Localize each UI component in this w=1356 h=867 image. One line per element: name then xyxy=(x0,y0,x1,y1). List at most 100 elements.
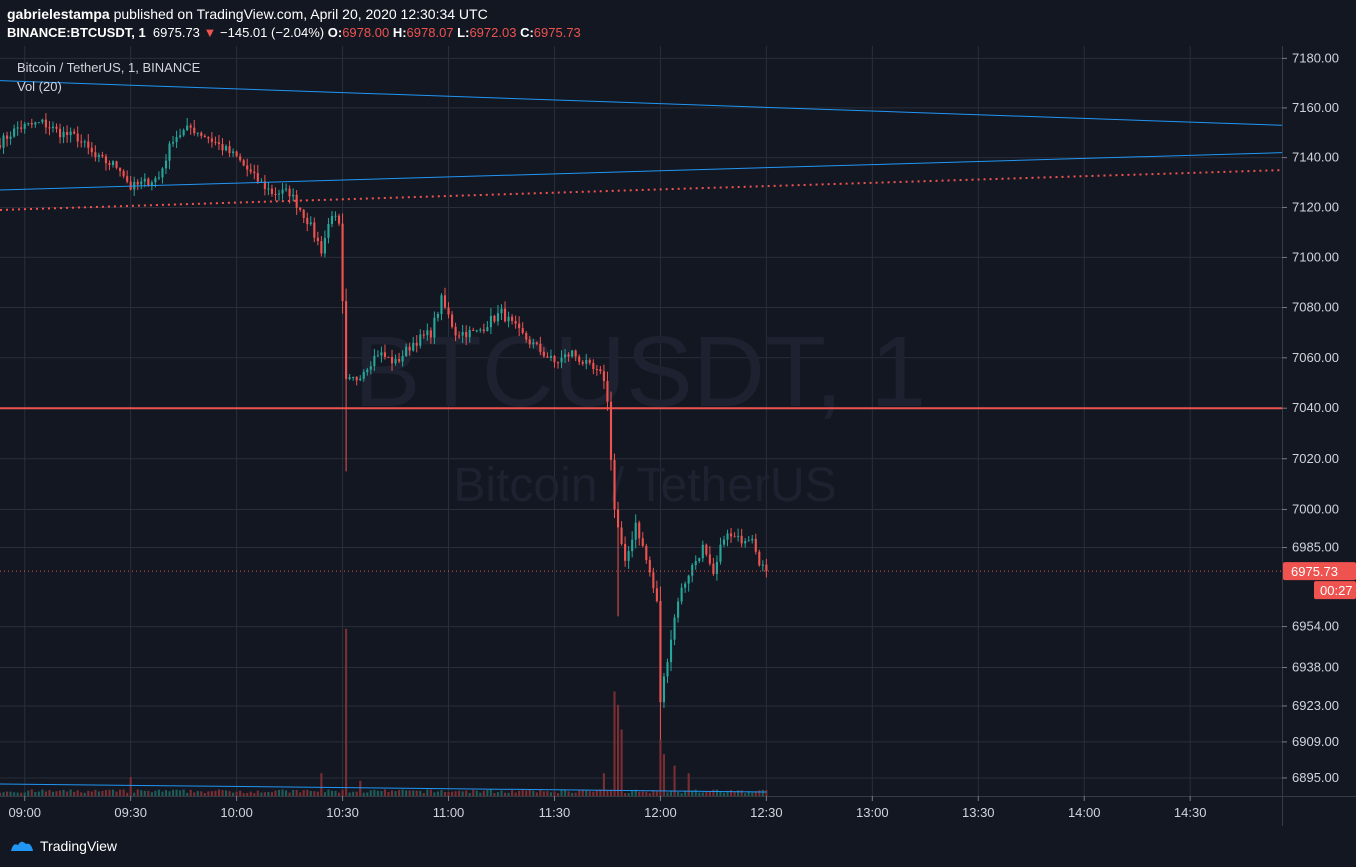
time-tick-label: 14:30 xyxy=(1174,805,1207,820)
candle-body xyxy=(514,320,517,324)
candle-body xyxy=(16,127,19,129)
candle-body xyxy=(631,539,634,552)
volume-bar xyxy=(161,791,164,796)
candle-body xyxy=(348,377,351,380)
candle-body xyxy=(44,119,47,128)
volume-bar xyxy=(443,791,447,796)
volume-bar xyxy=(136,789,139,796)
volume-bar xyxy=(288,792,291,796)
candle-body xyxy=(270,188,273,194)
volume-bar xyxy=(595,789,598,796)
volume-bar xyxy=(73,791,76,796)
drawing-lines xyxy=(0,80,1283,572)
candle-body xyxy=(285,188,288,190)
volume-bar xyxy=(599,789,602,796)
volume-bar xyxy=(677,791,680,796)
volume-bar xyxy=(87,790,90,796)
volume-bar xyxy=(366,792,369,796)
volume-bar xyxy=(23,792,26,796)
tradingview-brand[interactable]: TradingView xyxy=(10,838,117,854)
volume-bar xyxy=(175,789,178,796)
price-chart[interactable]: BTCUSDT, 1 Bitcoin / TetherUS 7180.00 716… xyxy=(0,46,1356,826)
volume-bar xyxy=(76,790,79,796)
volume-bar xyxy=(362,792,365,796)
candle-body xyxy=(37,122,40,124)
volume-bar xyxy=(708,791,711,796)
candle-body xyxy=(214,141,217,143)
time-tick-label: 09:30 xyxy=(114,805,147,820)
chart-area[interactable]: BTCUSDT, 1 Bitcoin / TetherUS 7180.00 716… xyxy=(0,46,1356,826)
volume-bar xyxy=(376,790,379,796)
legend-title[interactable]: Bitcoin / TetherUS, 1, BINANCE xyxy=(17,60,201,75)
chart-legend: Bitcoin / TetherUS, 1, BINANCE Vol (20) xyxy=(17,60,200,98)
price-tick-label: 6923.00 xyxy=(1292,698,1339,713)
volume-bar xyxy=(210,791,213,796)
footer: TradingView xyxy=(0,826,1356,867)
volume-spike xyxy=(616,704,620,796)
candle-body xyxy=(602,371,605,381)
time-tick-label: 09:00 xyxy=(8,805,41,820)
volume-bar xyxy=(493,793,496,796)
candle-body xyxy=(101,154,104,157)
candle-body xyxy=(34,122,37,125)
volume-bar xyxy=(694,789,697,796)
candle-body xyxy=(722,539,726,545)
volume-bar xyxy=(51,791,55,796)
last-price: 6975.73 xyxy=(152,25,200,40)
volume-bar xyxy=(468,792,471,796)
candle-body xyxy=(616,509,620,528)
candle-body xyxy=(638,522,641,539)
watermark-name: Bitcoin / TetherUS xyxy=(453,459,836,512)
volume-bar xyxy=(546,791,549,796)
candle-body xyxy=(419,334,422,346)
candle-body xyxy=(454,326,457,336)
candle-body xyxy=(189,125,192,128)
candle-body xyxy=(341,223,344,302)
volume-bar xyxy=(115,791,118,796)
volume-bar xyxy=(94,789,97,796)
volume-bar xyxy=(157,789,160,796)
candle-body xyxy=(373,355,376,367)
volume-bar xyxy=(16,792,19,796)
volume-bar xyxy=(532,790,535,796)
candle-body xyxy=(217,142,221,145)
volume-bar xyxy=(680,793,683,796)
volume-bar xyxy=(440,790,443,796)
candle-body xyxy=(359,378,362,381)
candle-body xyxy=(747,540,750,542)
price-change: −145.01 (−2.04%) xyxy=(220,25,325,40)
candle-body xyxy=(662,676,666,703)
volume-bar xyxy=(295,790,298,796)
candle-body xyxy=(380,352,383,356)
volume-bar xyxy=(239,790,242,796)
volume-bar xyxy=(352,791,355,796)
volume-bar xyxy=(133,792,136,796)
volume-bar xyxy=(337,792,341,796)
time-tick-label: 13:30 xyxy=(962,805,995,820)
volume-bar xyxy=(260,792,263,796)
volume-bar xyxy=(645,791,648,796)
candle-body xyxy=(13,128,16,137)
candle-body xyxy=(292,194,295,197)
price-tick-label: 6985.00 xyxy=(1292,540,1339,555)
legend-volume[interactable]: Vol (20) xyxy=(17,79,62,94)
volume-bar xyxy=(715,789,718,796)
volume-bar xyxy=(164,790,168,796)
candle-body xyxy=(126,176,129,182)
price-tick-label: 7100.00 xyxy=(1292,249,1339,264)
volume-bar xyxy=(277,790,281,796)
volume-bar xyxy=(719,791,722,796)
volume-bar xyxy=(69,789,72,796)
author-name[interactable]: gabrielestampa xyxy=(7,6,110,22)
volume-bar xyxy=(465,790,468,796)
candle-body xyxy=(23,123,26,129)
candle-body xyxy=(422,334,425,336)
candle-body xyxy=(599,369,602,372)
candle-body xyxy=(55,126,58,129)
volume-bar xyxy=(729,789,733,796)
candle-body xyxy=(624,543,627,561)
candle-body xyxy=(708,554,711,564)
candle-body xyxy=(90,147,93,153)
volume-bar xyxy=(631,791,634,796)
volume-bar xyxy=(624,793,627,796)
